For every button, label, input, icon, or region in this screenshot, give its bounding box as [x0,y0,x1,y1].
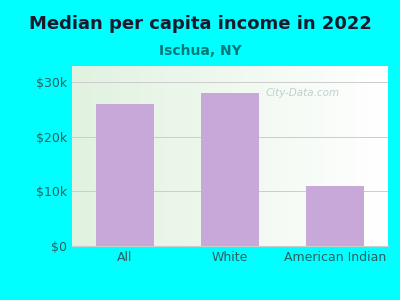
Bar [96,104,154,246]
Text: Ischua, NY: Ischua, NY [159,44,241,58]
Bar [306,186,364,246]
Text: Median per capita income in 2022: Median per capita income in 2022 [28,15,372,33]
Bar [201,93,259,246]
Text: City-Data.com: City-Data.com [266,88,340,98]
